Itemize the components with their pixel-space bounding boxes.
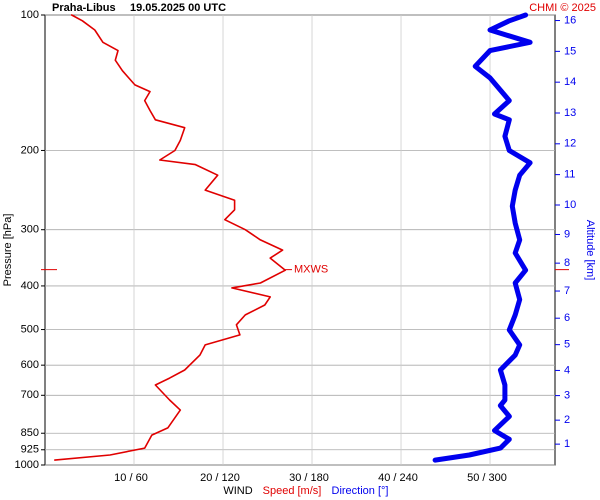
y-tick-label: 850: [21, 427, 39, 439]
y2-axis-label: Altitude [km]: [584, 220, 596, 281]
annotation: MXWS: [294, 264, 328, 276]
x-tick-label: 40 / 240: [378, 472, 418, 484]
y2-tick-label: 8: [564, 257, 570, 269]
y2-tick-label: 4: [564, 364, 570, 376]
legend-entry: Direction [°]: [332, 485, 389, 497]
credit: CHMI © 2025: [529, 2, 596, 14]
y2-tick-label: 1: [564, 438, 570, 450]
direction-line: [432, 12, 533, 463]
y-tick-label: 400: [21, 280, 39, 292]
y2-tick-label: 5: [564, 339, 570, 351]
y2-tick-label: 7: [564, 285, 570, 297]
x-axis-label: WIND: [223, 485, 252, 497]
y2-tick-label: 3: [564, 390, 570, 402]
y2-tick-label: 9: [564, 228, 570, 240]
y-axis-label: Pressure [hPa]: [2, 214, 14, 287]
y2-tick-label: 12: [564, 138, 576, 150]
x-tick-label: 10 / 60: [114, 472, 148, 484]
y2-tick-label: 16: [564, 14, 576, 26]
y-tick-label: 925: [21, 444, 39, 456]
y2-tick-label: 10: [564, 199, 576, 211]
speed-line: [54, 14, 287, 461]
legend-entry: Speed [m/s]: [263, 485, 322, 497]
y-tick-label: 200: [21, 144, 39, 156]
y-tick-label: 700: [21, 389, 39, 401]
y-tick-label: 1000: [15, 459, 39, 471]
chart-title: 19.05.2025 00 UTC: [130, 2, 226, 14]
y2-tick-label: 6: [564, 312, 570, 324]
station: Praha-Libus: [52, 2, 116, 14]
y2-tick-label: 14: [564, 76, 576, 88]
x-tick-label: 50 / 300: [467, 472, 507, 484]
y2-tick-label: 11: [564, 169, 575, 181]
x-tick-label: 30 / 180: [289, 472, 329, 484]
x-tick-label: 20 / 120: [200, 472, 240, 484]
plot-frame: [44, 14, 556, 466]
y2-tick-label: 13: [564, 107, 576, 119]
y2-tick-label: 15: [564, 45, 576, 57]
y-tick-label: 100: [21, 9, 39, 21]
y-tick-label: 300: [21, 224, 39, 236]
y-tick-label: 500: [21, 323, 39, 335]
y2-tick-label: 2: [564, 414, 570, 426]
y-tick-label: 600: [21, 359, 39, 371]
